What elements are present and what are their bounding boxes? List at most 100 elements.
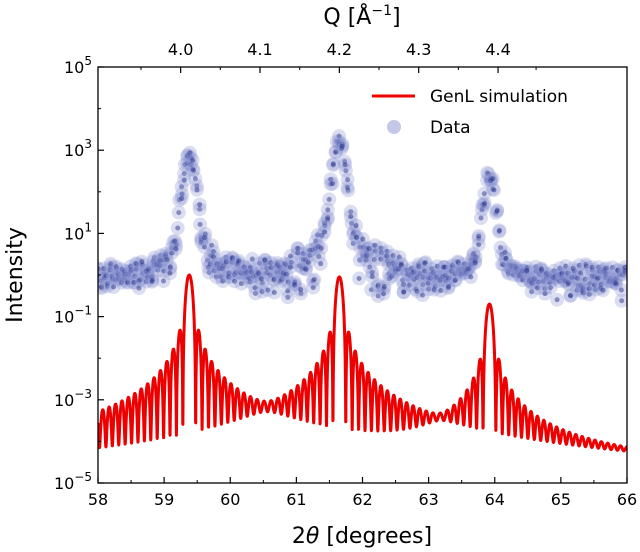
data-point: [564, 270, 579, 285]
data-point-core: [484, 177, 490, 183]
data-point-core: [411, 269, 417, 275]
data-point: [320, 202, 335, 217]
data-point: [451, 255, 466, 270]
data-point-core: [292, 282, 298, 288]
data-point-core: [175, 225, 181, 231]
data-point-core: [146, 266, 152, 272]
data-point-core: [559, 271, 565, 277]
data-point-core: [330, 162, 336, 168]
data-point: [326, 158, 341, 172]
data-point-core: [372, 248, 378, 254]
legend-data-swatch: [387, 120, 401, 134]
data-point: [168, 241, 183, 256]
data-point-core: [401, 289, 407, 295]
data-point-core: [367, 264, 373, 270]
data-point: [365, 269, 380, 284]
data-point: [433, 283, 448, 298]
data-point: [171, 205, 186, 220]
data-point-core: [432, 284, 438, 290]
data-point: [177, 157, 192, 172]
data-point-core: [198, 235, 204, 241]
data-point-core: [181, 170, 187, 176]
data-point-core: [490, 176, 496, 182]
data-point-core: [185, 152, 191, 158]
data-point-core: [458, 271, 464, 277]
data-point-core: [587, 281, 593, 287]
data-point-core: [190, 157, 196, 163]
data-point: [503, 262, 518, 277]
data-point-core: [292, 279, 298, 285]
data-point-core: [357, 257, 363, 263]
data-point-core: [582, 276, 588, 282]
data-point: [284, 255, 299, 270]
data-point-core: [326, 196, 332, 202]
data-point-core: [545, 274, 551, 280]
data-point: [186, 163, 201, 178]
data-point: [131, 281, 146, 296]
data-point: [153, 248, 168, 263]
data-point: [524, 276, 539, 290]
y-axis: 105 103 101 10−1 10−3 10−5: [54, 54, 104, 493]
data-point-core: [167, 270, 173, 276]
data-point: [360, 241, 375, 256]
data-point: [158, 249, 173, 264]
data-point: [531, 275, 546, 290]
data-point: [213, 269, 228, 284]
data-point: [563, 288, 578, 303]
data-point: [123, 259, 138, 274]
data-point: [368, 243, 383, 258]
data-point: [98, 261, 111, 276]
data-point: [334, 141, 349, 156]
data-point-core: [271, 277, 277, 283]
data-point: [379, 249, 394, 264]
data-point: [242, 271, 257, 286]
data-point: [134, 254, 149, 269]
data-point-core: [512, 266, 518, 272]
data-point: [105, 269, 120, 284]
data-point: [609, 272, 624, 287]
data-point-core: [445, 285, 451, 291]
data-point-core: [133, 266, 139, 272]
data-point-core: [342, 159, 348, 165]
data-point-core: [404, 267, 410, 273]
data-point-core: [406, 282, 412, 288]
data-point: [585, 260, 600, 275]
data-point-core: [540, 278, 546, 284]
data-point: [602, 274, 617, 289]
data-point-core: [169, 245, 175, 251]
data-point-core: [579, 288, 585, 294]
data-point-core: [384, 248, 390, 254]
data-point: [579, 259, 594, 274]
data-point-core: [280, 270, 286, 276]
data-point-core: [209, 242, 215, 248]
data-point-core: [378, 256, 384, 262]
data-point: [617, 263, 627, 278]
data-point: [257, 252, 272, 267]
data-point: [508, 261, 523, 276]
data-point-core: [420, 282, 426, 288]
data-point-core: [322, 229, 328, 235]
data-point-core: [285, 288, 291, 294]
top-x-tick-label: 4.1: [247, 40, 272, 59]
data-point-core: [295, 246, 301, 252]
data-point-core: [197, 202, 203, 208]
data-point: [346, 224, 361, 239]
data-point: [296, 252, 311, 267]
data-point: [530, 280, 545, 295]
data-point-core: [264, 270, 270, 276]
data-point-core: [591, 282, 597, 288]
y-tick-label: 103: [64, 137, 92, 160]
data-point-core: [494, 207, 500, 213]
data-point: [152, 253, 167, 268]
data-point: [192, 197, 207, 212]
top-x-axis-label: Q [Å−1]: [323, 3, 400, 30]
data-point-core: [508, 266, 514, 272]
data-point: [98, 273, 108, 288]
data-point: [193, 217, 208, 232]
data-point: [585, 262, 600, 277]
data-point-core: [334, 138, 340, 144]
data-point: [466, 248, 481, 263]
x-tick-label: 64: [485, 490, 505, 509]
data-point: [310, 227, 325, 242]
data-point-core: [441, 264, 447, 270]
